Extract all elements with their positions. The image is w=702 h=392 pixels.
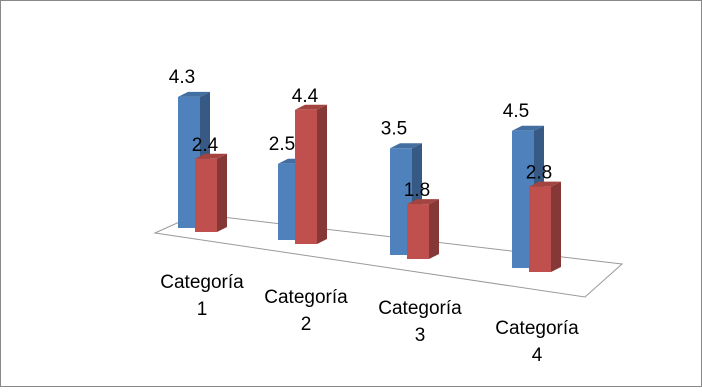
bar-front-face [278,163,300,240]
value-labels-layer: 4.3 2.4 2.5 4.4 3.5 1.8 4.5 2.8 [169,67,552,201]
category-label-4: Categoría 4 [495,318,579,366]
bar-front-face [195,158,217,232]
bar-side-face [217,153,227,232]
value-label-s1-cat2: 2.5 [269,134,295,155]
bar-s2-cat3 [407,199,439,259]
bar-side-face [317,104,327,244]
bar-front-face [390,148,412,255]
value-label-s2-cat2: 4.4 [292,86,319,107]
bar-side-face [551,181,561,272]
bar-top-face [178,91,210,97]
bar-s2-cat2 [295,104,327,244]
value-label-s1-cat1: 4.3 [169,67,195,88]
bar-front-face [295,109,317,244]
value-label-s2-cat3: 1.8 [404,180,430,201]
value-label-s1-cat3: 3.5 [381,118,407,139]
bar-front-face [512,130,534,268]
bar-s2-cat4 [529,181,561,272]
bar-front-face [178,96,200,228]
bar-top-face [529,181,561,187]
category-label-1: Categoría 1 [160,272,244,320]
value-label-s1-cat4: 4.5 [503,101,529,122]
bar-front-face [407,204,429,259]
bar-top-face [390,143,422,149]
bar-front-face [529,186,551,272]
category-labels-layer: Categoría 1 Categoría 2 Categoría 3 Categoría 4 [160,272,579,366]
bar-top-face [512,125,544,131]
bar-top-face [407,199,439,205]
bar-top-face [295,104,327,110]
bar-s2-cat1 [195,153,227,232]
value-label-s2-cat4: 2.8 [526,163,552,184]
bar-top-face [195,153,227,159]
bars-layer [178,91,561,272]
category-label-3: Categoría 3 [378,298,462,346]
value-label-s2-cat1: 2.4 [192,135,219,156]
category-label-2: Categoría 2 [264,287,348,335]
bar-side-face [429,199,439,259]
